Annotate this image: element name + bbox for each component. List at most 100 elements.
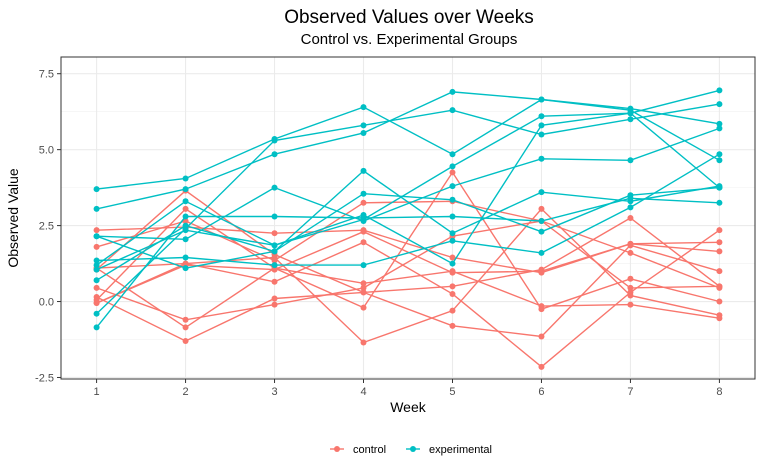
- data-point: [360, 228, 367, 235]
- data-point: [182, 227, 189, 234]
- data-point: [360, 199, 367, 206]
- data-point: [627, 301, 634, 308]
- data-point: [93, 300, 100, 307]
- data-point: [538, 113, 545, 120]
- series-experimental: [93, 110, 723, 269]
- data-point: [716, 227, 723, 234]
- data-point: [360, 211, 367, 218]
- data-point: [93, 257, 100, 264]
- x-tick-label: 3: [271, 386, 277, 398]
- data-point: [449, 151, 456, 158]
- plot-panel-border: [60, 56, 756, 380]
- data-point: [182, 338, 189, 345]
- legend: control experimental: [330, 444, 492, 456]
- data-point: [627, 240, 634, 247]
- data-point: [182, 265, 189, 272]
- series-line: [96, 207, 720, 344]
- series-line: [96, 103, 720, 315]
- data-point: [716, 239, 723, 246]
- data-point: [182, 198, 189, 205]
- data-point: [360, 280, 367, 287]
- y-axis-title: Observed Value: [5, 168, 21, 268]
- data-point: [716, 183, 723, 190]
- data-point: [182, 213, 189, 220]
- data-point: [271, 262, 278, 269]
- data-point: [360, 284, 367, 291]
- data-point: [182, 218, 189, 225]
- series-line: [96, 89, 720, 271]
- data-point: [538, 189, 545, 196]
- data-point: [716, 283, 723, 290]
- data-point: [716, 315, 723, 322]
- data-point: [360, 239, 367, 246]
- data-point: [93, 266, 100, 273]
- series-experimental: [93, 88, 723, 212]
- data-point: [627, 249, 634, 256]
- data-point: [271, 242, 278, 249]
- legend-label: control: [353, 444, 386, 456]
- data-point: [271, 295, 278, 302]
- x-tick-label: 2: [183, 386, 189, 398]
- series-line: [96, 170, 720, 269]
- data-point: [538, 218, 545, 225]
- data-point: [93, 243, 100, 250]
- data-point: [538, 122, 545, 129]
- data-point: [271, 213, 278, 220]
- data-point: [360, 129, 367, 136]
- series-experimental: [93, 167, 723, 272]
- series-line: [96, 112, 720, 266]
- data-point: [360, 262, 367, 269]
- data-point: [449, 307, 456, 314]
- data-point: [182, 175, 189, 182]
- data-point: [449, 322, 456, 329]
- data-point: [627, 116, 634, 123]
- series-line: [96, 189, 720, 294]
- data-point: [716, 87, 723, 94]
- data-point: [271, 137, 278, 144]
- chart-subtitle: Control vs. Experimental Groups: [301, 31, 518, 48]
- data-point: [627, 275, 634, 282]
- data-point: [93, 205, 100, 212]
- chart-title: Observed Values over Weeks: [284, 7, 534, 28]
- data-point: [182, 205, 189, 212]
- data-point: [449, 230, 456, 237]
- data-point: [93, 277, 100, 284]
- data-point: [627, 289, 634, 296]
- data-point: [538, 249, 545, 256]
- data-point: [538, 155, 545, 162]
- data-point: [449, 254, 456, 261]
- data-point: [271, 230, 278, 237]
- data-point: [182, 254, 189, 261]
- data-point: [449, 183, 456, 190]
- data-point: [538, 228, 545, 235]
- data-point: [93, 186, 100, 193]
- series-lines: [93, 87, 723, 370]
- series-line: [96, 153, 720, 266]
- data-point: [627, 110, 634, 117]
- data-point: [627, 105, 634, 112]
- data-point: [716, 248, 723, 255]
- y-tick-label: 0.0: [39, 297, 54, 309]
- y-tick-label: 5.0: [39, 145, 54, 157]
- data-point: [716, 151, 723, 158]
- data-point: [360, 104, 367, 111]
- data-point: [716, 199, 723, 206]
- data-point: [271, 278, 278, 285]
- data-point: [538, 96, 545, 103]
- data-point: [449, 163, 456, 170]
- data-point: [449, 196, 456, 203]
- data-point: [627, 192, 634, 199]
- data-point: [538, 131, 545, 138]
- x-tick-label: 6: [538, 386, 544, 398]
- data-point: [271, 248, 278, 255]
- data-point: [271, 151, 278, 158]
- x-tick-label: 8: [716, 386, 722, 398]
- data-point: [627, 204, 634, 211]
- data-point: [716, 125, 723, 132]
- data-point: [627, 198, 634, 205]
- data-point: [627, 215, 634, 221]
- data-point: [93, 284, 100, 291]
- y-tick-label: -2.5: [35, 372, 54, 384]
- x-tick-label: 4: [360, 386, 366, 398]
- y-tick-label: 2.5: [39, 221, 54, 233]
